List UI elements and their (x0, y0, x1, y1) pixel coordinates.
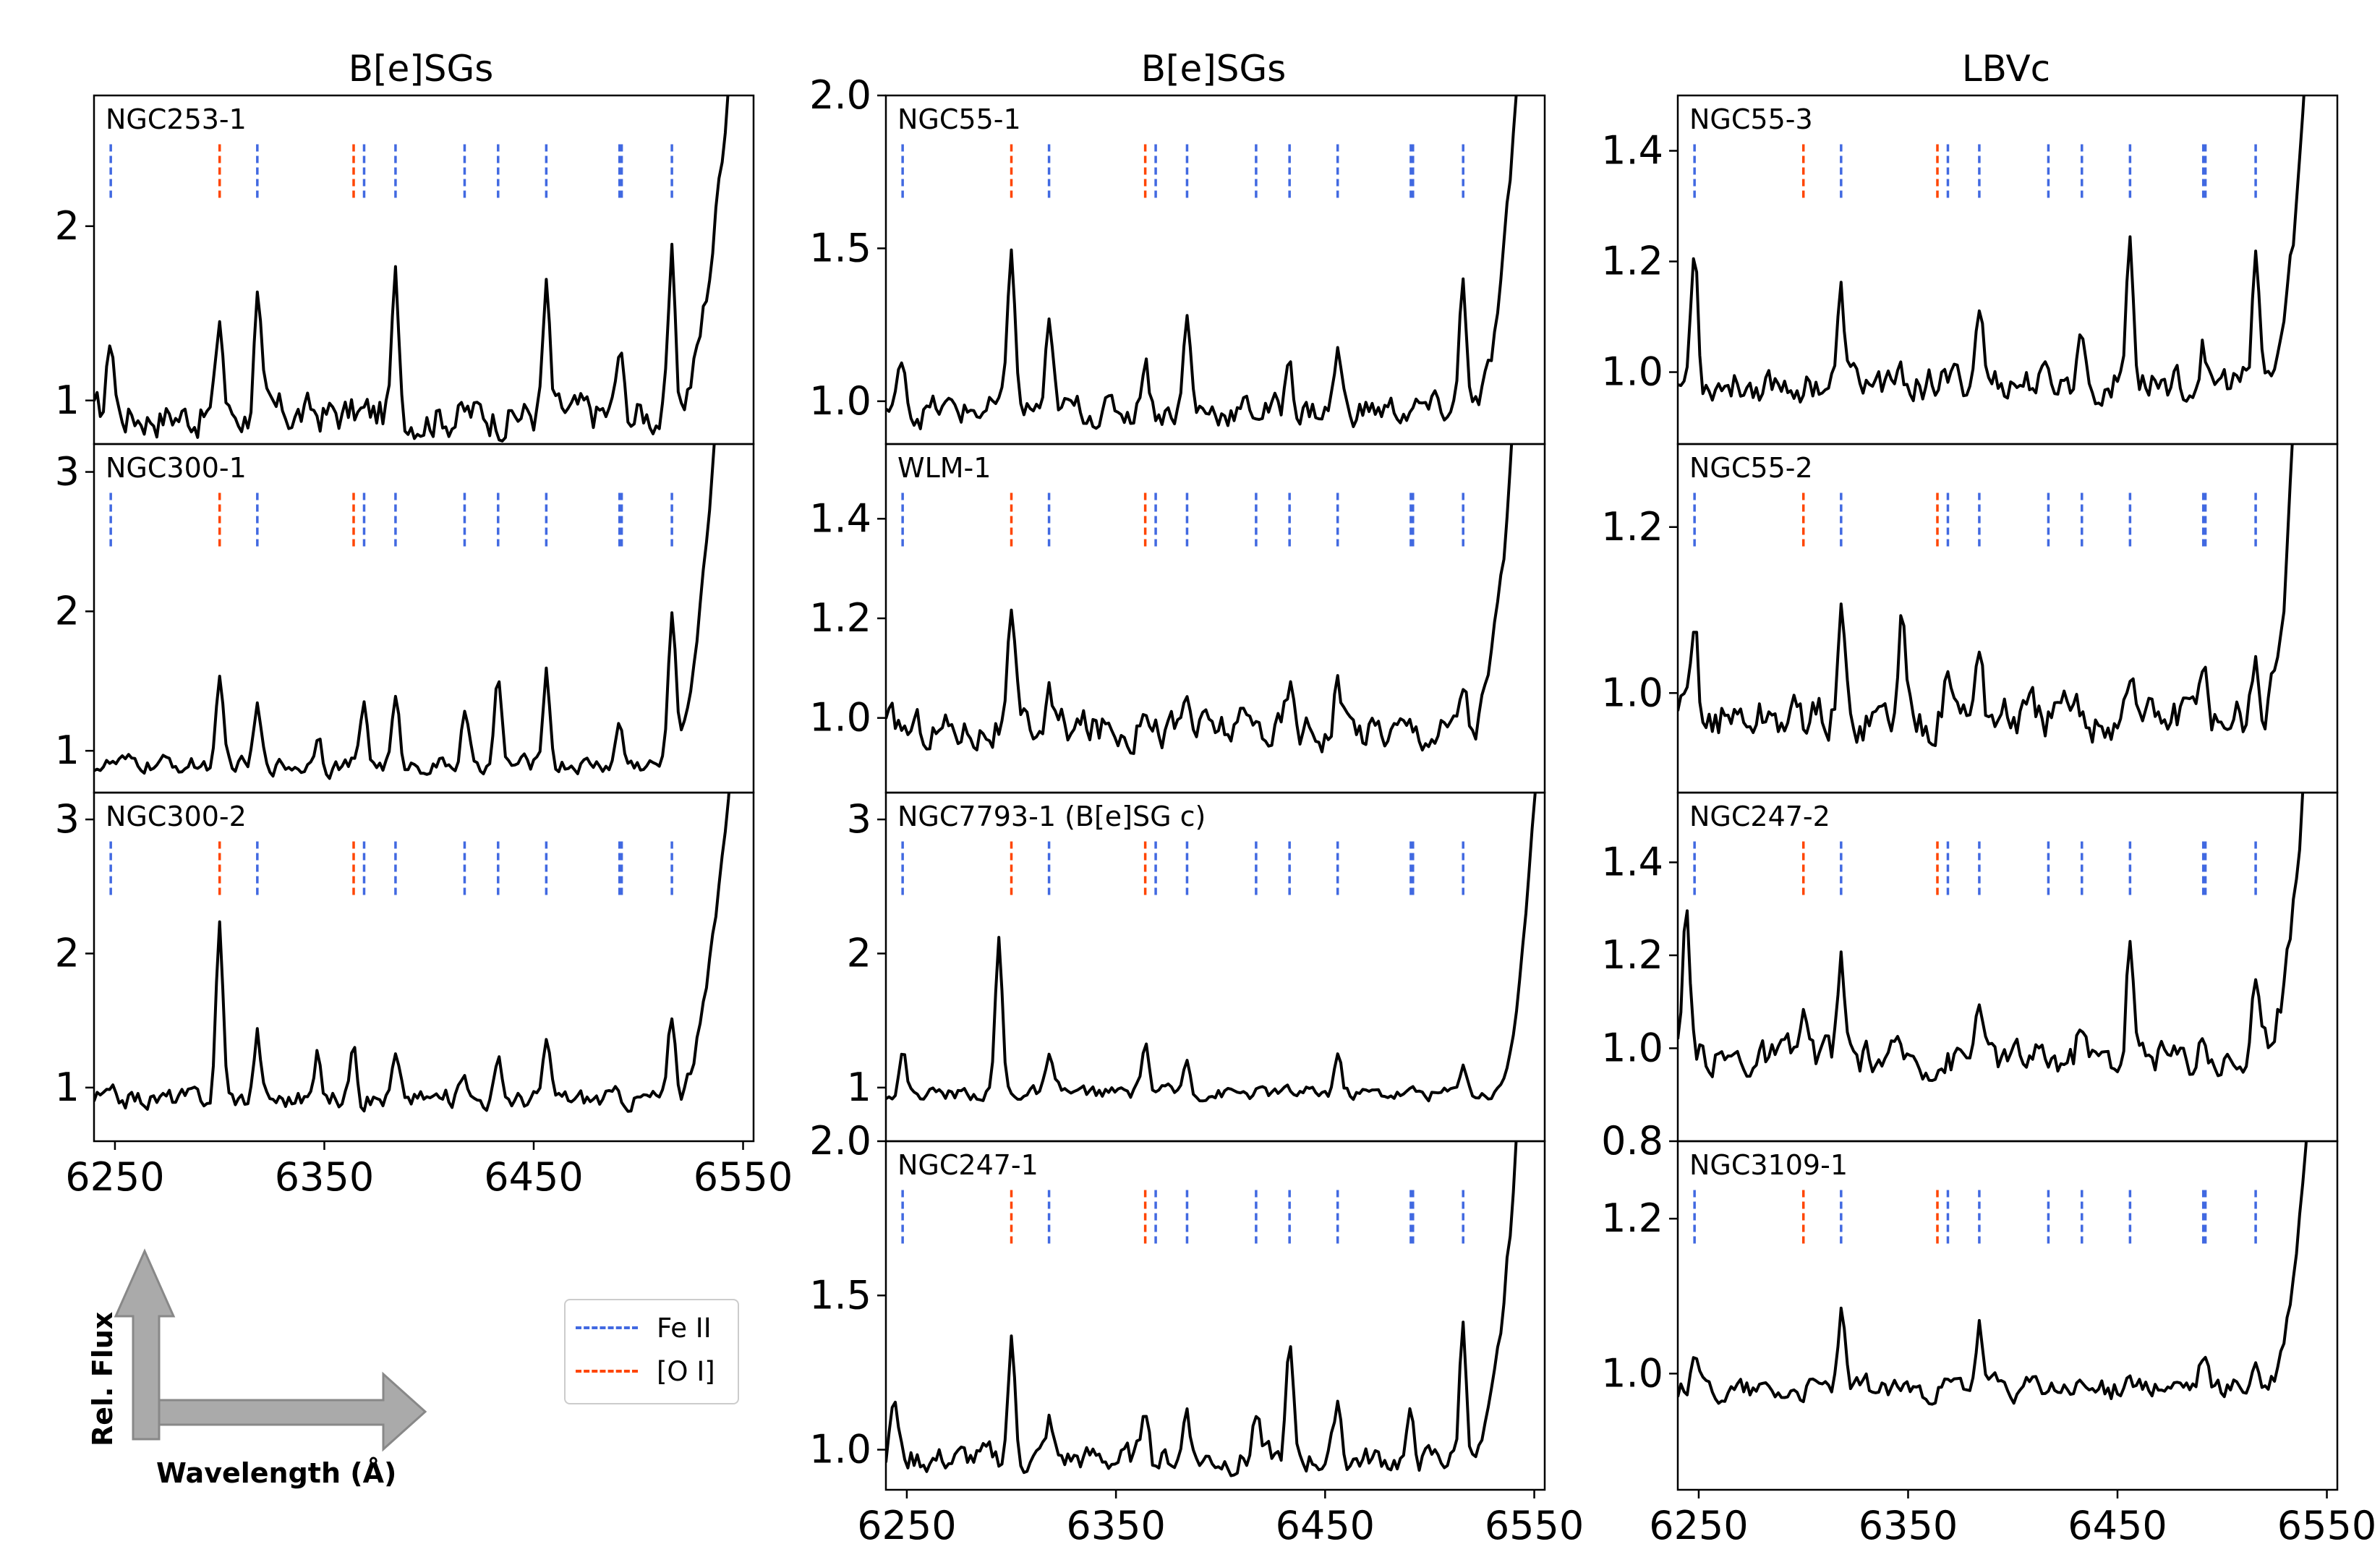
spectrum-line (886, 95, 1518, 430)
panel-frame (884, 443, 1546, 794)
panel-8: 1.0 1.2 1.4 NGC55-3 (1601, 94, 2339, 445)
y-tick-label: 1.0 (809, 378, 871, 424)
x-tick-label: 6450 (1276, 1503, 1375, 1548)
panel-6: 1 2 3 NGC7793-1 (B[e]SG c) (847, 791, 1546, 1143)
y-tick-label: 1.5 (809, 1272, 871, 1318)
x-tick-label: 6250 (65, 1154, 164, 1200)
y-tick-label: 0.8 (1601, 1118, 1663, 1164)
legend-swatch-fe-ii (576, 1326, 638, 1329)
axis-key: Rel. Flux Wavelength (Å) (87, 1244, 448, 1504)
spectrum-line (94, 95, 730, 443)
spectrum-line (94, 444, 716, 780)
panel-9: 1.0 1.2 NGC55-2 (1601, 443, 2339, 794)
y-tick-label: 1 (55, 728, 80, 773)
x-tick-label: 6550 (694, 1154, 793, 1200)
spectrum-line (1678, 95, 2306, 407)
y-tick-label: 2 (847, 930, 871, 976)
x-tick-label: 6550 (2277, 1503, 2376, 1548)
panel-label: NGC300-2 (106, 801, 247, 832)
panel-label: NGC55-2 (1689, 452, 1813, 484)
y-tick-label: 1.0 (1601, 670, 1663, 715)
spectrum-line (886, 444, 1514, 755)
y-tick-label: 1 (847, 1065, 871, 1110)
panel-label: NGC247-1 (897, 1149, 1038, 1181)
panel-frame (1676, 791, 2339, 1143)
legend: Fe II [O I] (564, 1299, 739, 1404)
y-tick-label: 1.0 (809, 1427, 871, 1472)
legend-entry-fe-ii: Fe II (576, 1312, 712, 1344)
y-tick-label: 2 (55, 203, 80, 249)
y-tick-label: 3 (55, 796, 80, 842)
panel-label: NGC300-1 (106, 452, 247, 484)
x-tick-label: 6350 (275, 1154, 374, 1200)
panel-label: NGC247-2 (1689, 801, 1830, 832)
y-tick-label: 3 (55, 449, 80, 495)
y-tick-label: 2.0 (809, 1118, 871, 1164)
axis-key-y-label: Rel. Flux (87, 1311, 119, 1446)
spectrum-line (1678, 1141, 2308, 1406)
panel-label: NGC55-1 (897, 103, 1021, 135)
x-tick-label: 6350 (1859, 1503, 1958, 1548)
y-tick-label: 1.2 (1601, 504, 1663, 550)
x-tick-label: 6250 (1649, 1503, 1748, 1548)
spectrum-line (886, 1141, 1518, 1477)
panel-label: NGC3109-1 (1689, 1149, 1848, 1181)
legend-swatch-o-i (576, 1370, 638, 1373)
legend-label-fe-ii: Fe II (657, 1312, 712, 1344)
column-title-2: B[e]SGs (1140, 48, 1287, 90)
y-tick-label: 1.2 (1601, 239, 1663, 284)
spectrum-line (1678, 793, 2305, 1083)
panel-frame (884, 94, 1546, 445)
panel-label: NGC7793-1 (B[e]SG c) (897, 801, 1206, 832)
x-tick-label: 6350 (1066, 1503, 1165, 1548)
panel-3: 1 2 3 NGC300-2 (55, 791, 755, 1143)
panel-7: 1.0 1.5 2.0 NGC247-1 (809, 1118, 1546, 1491)
panel-frame (1676, 443, 2339, 794)
y-tick-label: 1 (55, 378, 80, 423)
y-tick-label: 2 (55, 930, 80, 976)
y-tick-label: 1.5 (809, 225, 871, 270)
panel-10: 0.8 1.0 1.2 1.4 NGC247-2 (1601, 791, 2339, 1164)
x-tick-label: 6450 (2068, 1503, 2167, 1548)
y-tick-label: 1.4 (1601, 839, 1663, 884)
axis-key-arrows-icon (114, 1248, 427, 1452)
panel-2: 1 2 3 NGC300-1 (55, 443, 755, 794)
y-tick-label: 1.4 (809, 495, 871, 541)
y-tick-label: 1.0 (1601, 1350, 1663, 1396)
y-tick-label: 1.0 (1601, 1025, 1663, 1070)
y-tick-label: 2.0 (809, 72, 871, 118)
panel-4: 1.0 1.5 2.0 NGC55-1 (809, 72, 1546, 445)
panel-frame (1676, 1140, 2339, 1491)
panel-5: 1.0 1.2 1.4 WLM-1 (809, 443, 1546, 794)
panel-label: WLM-1 (897, 452, 991, 484)
column-title-1: B[e]SGs (348, 48, 494, 90)
panel-frame (93, 443, 755, 794)
legend-entry-o-i: [O I] (576, 1355, 715, 1387)
panel-label: NGC55-3 (1689, 103, 1813, 135)
panel-frame (884, 1140, 1546, 1491)
y-tick-label: 1 (55, 1065, 80, 1110)
y-tick-label: 1.2 (1601, 932, 1663, 978)
spectrum-line (886, 793, 1537, 1103)
spectrum-line (1678, 444, 2294, 747)
spectrum-line (94, 793, 730, 1113)
y-tick-label: 1.0 (809, 695, 871, 741)
x-tick-label: 6250 (857, 1503, 956, 1548)
y-tick-label: 1.0 (1601, 349, 1663, 395)
panel-label: NGC253-1 (106, 103, 247, 135)
legend-label-o-i: [O I] (657, 1355, 715, 1387)
column-title-3: LBVc (1961, 48, 2051, 90)
y-tick-label: 1.4 (1601, 128, 1663, 174)
x-tick-label: 6550 (1485, 1503, 1584, 1548)
y-tick-label: 2 (55, 588, 80, 634)
x-tick-label: 6450 (484, 1154, 583, 1200)
y-tick-label: 3 (847, 796, 871, 842)
panel-frame (93, 94, 755, 445)
panel-11: 1.0 1.2 NGC3109-1 (1601, 1140, 2339, 1491)
y-tick-label: 1.2 (1601, 1195, 1663, 1241)
panel-frame (93, 791, 755, 1143)
y-tick-label: 1.2 (809, 595, 871, 641)
axis-key-x-label: Wavelength (Å) (156, 1457, 397, 1489)
